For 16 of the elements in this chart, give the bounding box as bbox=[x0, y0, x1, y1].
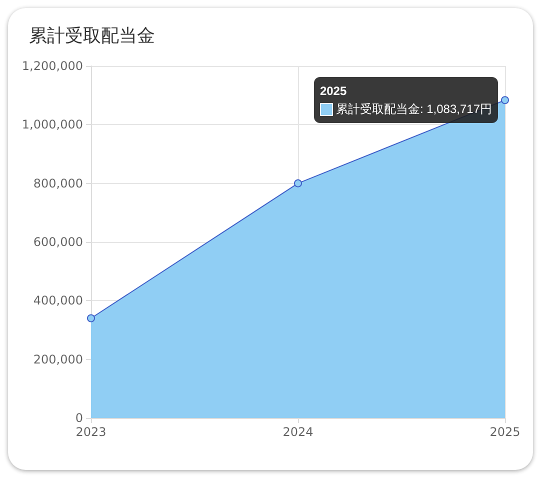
chart-title: 累計受取配当金 bbox=[29, 26, 155, 46]
x-tick-label: 2023 bbox=[76, 425, 106, 439]
y-tick-label: 600,000 bbox=[33, 235, 83, 249]
point bbox=[294, 179, 302, 188]
x-tick-label: 2025 bbox=[490, 425, 520, 439]
y-tick-label: 400,000 bbox=[33, 294, 83, 308]
point bbox=[87, 314, 95, 322]
y-tick-label: 1,000,000 bbox=[22, 118, 83, 132]
y-tick-label: 0 bbox=[75, 411, 83, 425]
y-tick-label: 200,000 bbox=[33, 352, 83, 366]
point bbox=[501, 96, 509, 104]
x-tick-label: 2024 bbox=[282, 425, 314, 439]
annotation: 累計受取配当金: 1,083,717円 bbox=[336, 101, 492, 118]
annotation: 2025 bbox=[320, 83, 347, 100]
y-tick-label: 800,000 bbox=[33, 176, 83, 190]
y-tick-label: 1,200,000 bbox=[22, 59, 83, 73]
